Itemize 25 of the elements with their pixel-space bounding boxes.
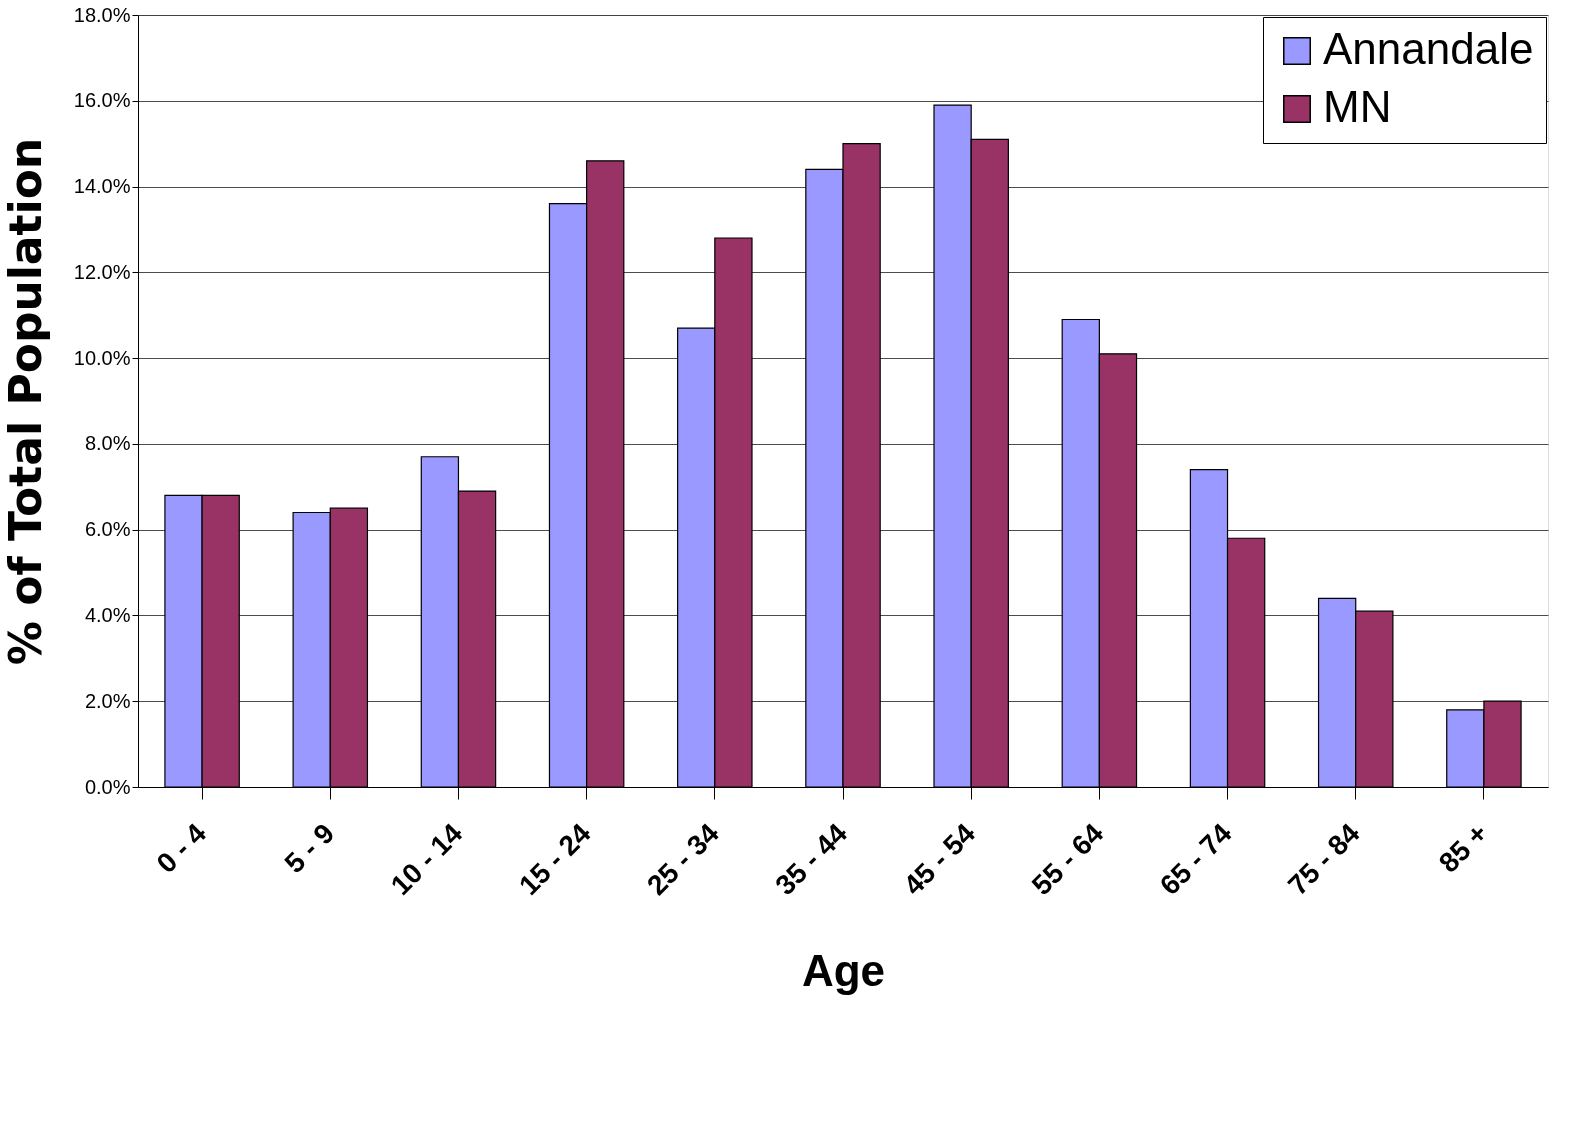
y-tick-label: 8.0% (84, 432, 131, 455)
x-tick-label: 55 - 64 (1025, 817, 1110, 902)
y-tick-label: 4.0% (84, 603, 131, 626)
x-tick-label: 25 - 34 (641, 817, 726, 902)
legend-label: MN (1323, 82, 1392, 131)
x-tick-label: 10 - 14 (384, 817, 469, 902)
x-tick-label: 35 - 44 (769, 817, 854, 902)
y-tick-label: 16.0% (73, 89, 131, 112)
x-tick-label: 0 - 4 (150, 817, 213, 880)
y-tick-label: 14.0% (73, 175, 131, 198)
x-tick-label: 45 - 54 (897, 817, 982, 902)
x-tick-label: 85 + (1432, 817, 1494, 879)
y-tick-label: 2.0% (84, 689, 131, 712)
y-tick-label: 0.0% (84, 775, 131, 798)
legend-label: Annandale (1323, 24, 1534, 73)
y-tick-label: 12.0% (73, 260, 131, 283)
y-tick-label: 18.0% (73, 3, 131, 26)
y-tick-label: 6.0% (84, 518, 131, 541)
y-axis-title: % of Total Population (0, 137, 51, 666)
x-tick-label: 65 - 74 (1153, 817, 1238, 902)
x-axis-title: Age (801, 946, 886, 996)
x-tick-label: 5 - 9 (278, 817, 341, 880)
y-tick-label: 10.0% (73, 346, 131, 369)
x-tick-label: 15 - 24 (512, 817, 597, 902)
x-tick-label: 75 - 84 (1282, 817, 1366, 902)
